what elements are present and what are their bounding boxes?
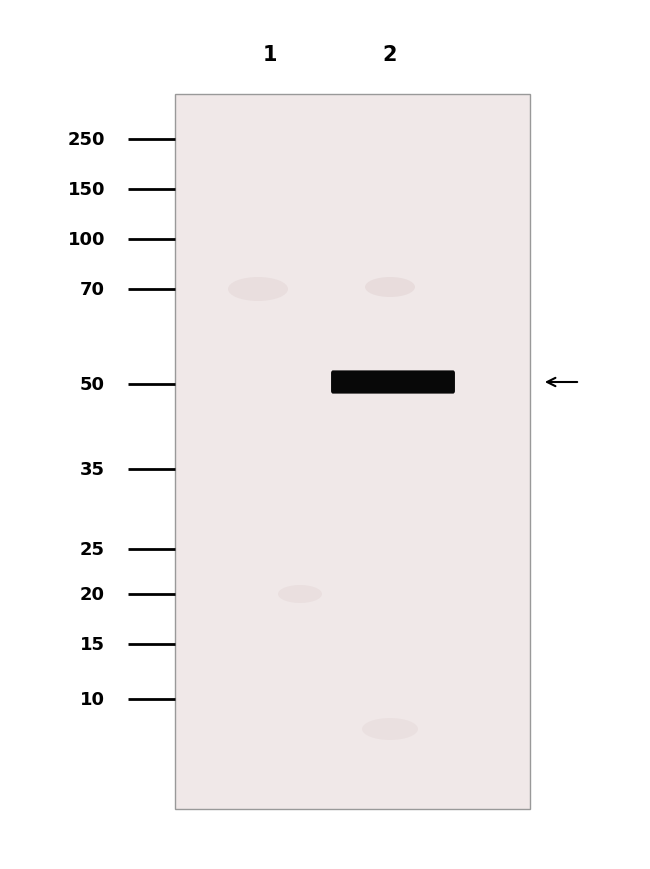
Text: 35: 35 xyxy=(80,461,105,479)
Text: 10: 10 xyxy=(80,690,105,708)
Text: 150: 150 xyxy=(68,181,105,199)
Text: 20: 20 xyxy=(80,586,105,603)
Text: 2: 2 xyxy=(383,45,397,65)
Text: 70: 70 xyxy=(80,281,105,299)
Ellipse shape xyxy=(362,718,418,740)
Text: 15: 15 xyxy=(80,635,105,653)
FancyBboxPatch shape xyxy=(331,371,455,395)
Ellipse shape xyxy=(278,586,322,603)
Text: 50: 50 xyxy=(80,375,105,394)
Ellipse shape xyxy=(228,278,288,302)
Text: 25: 25 xyxy=(80,541,105,559)
Bar xyxy=(175,95,530,809)
Text: 250: 250 xyxy=(68,131,105,149)
Ellipse shape xyxy=(365,278,415,298)
Text: 1: 1 xyxy=(263,45,278,65)
Text: 100: 100 xyxy=(68,231,105,249)
